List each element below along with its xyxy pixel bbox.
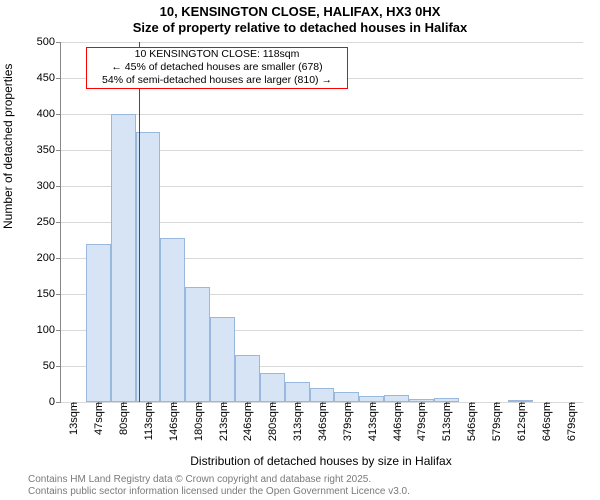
y-tick-label: 150 [37, 288, 61, 300]
x-tick-label: 246sqm [240, 402, 254, 441]
x-tick-label: 313sqm [290, 402, 304, 441]
y-axis-title: Number of detached properties [1, 213, 15, 229]
annotation-line-3: 54% of semi-detached houses are larger (… [87, 74, 347, 87]
x-tick-label: 413sqm [365, 402, 379, 441]
histogram-bar [310, 388, 335, 402]
x-tick-label: 479sqm [414, 402, 428, 441]
x-tick-label: 579sqm [489, 402, 503, 441]
x-tick-label: 47sqm [91, 402, 105, 435]
y-tick-label: 100 [37, 324, 61, 336]
annotation-box: 10 KENSINGTON CLOSE: 118sqm ← 45% of det… [86, 47, 348, 89]
annotation-line-2: ← 45% of detached houses are smaller (67… [87, 61, 347, 74]
x-tick-label: 679sqm [564, 402, 578, 441]
histogram-bar [185, 287, 210, 402]
histogram-bar [111, 114, 136, 402]
x-tick-label: 180sqm [191, 402, 205, 441]
y-tick-label: 50 [43, 360, 61, 372]
x-tick-label: 146sqm [166, 402, 180, 441]
y-tick-label: 250 [37, 216, 61, 228]
histogram-bar [334, 392, 359, 402]
x-tick-label: 346sqm [315, 402, 329, 441]
histogram-bar [210, 317, 235, 402]
histogram-bar [160, 238, 185, 402]
x-tick-label: 280sqm [265, 402, 279, 441]
histogram-bar [86, 244, 111, 402]
x-axis-title: Distribution of detached houses by size … [60, 454, 582, 468]
histogram-bar [285, 382, 310, 402]
y-tick-label: 500 [37, 36, 61, 48]
annotation-line-1: 10 KENSINGTON CLOSE: 118sqm [87, 48, 347, 61]
x-tick-label: 13sqm [66, 402, 80, 435]
x-tick-label: 513sqm [439, 402, 453, 441]
x-tick-label: 546sqm [464, 402, 478, 441]
plot-area: 05010015020025030035040045050013sqm47sqm… [60, 42, 583, 403]
y-tick-label: 300 [37, 180, 61, 192]
chart-title-1: 10, KENSINGTON CLOSE, HALIFAX, HX3 0HX [0, 0, 600, 20]
footer-line-2: Contains public sector information licen… [0, 485, 410, 498]
y-tick-label: 200 [37, 252, 61, 264]
chart-title-2: Size of property relative to detached ho… [0, 20, 600, 36]
x-tick-label: 446sqm [390, 402, 404, 441]
x-tick-label: 113sqm [141, 402, 155, 440]
y-tick-label: 350 [37, 144, 61, 156]
histogram-bar [260, 373, 285, 402]
y-tick-label: 400 [37, 108, 61, 120]
x-tick-label: 612sqm [514, 402, 528, 441]
x-tick-label: 80sqm [116, 402, 130, 435]
reference-line [139, 42, 140, 402]
x-tick-label: 379sqm [340, 402, 354, 441]
histogram-bar [235, 355, 260, 402]
x-tick-label: 213sqm [216, 402, 230, 441]
y-tick-label: 450 [37, 72, 61, 84]
y-tick-label: 0 [49, 396, 61, 408]
histogram-bar [384, 395, 409, 402]
x-tick-label: 646sqm [539, 402, 553, 441]
chart-container: 10, KENSINGTON CLOSE, HALIFAX, HX3 0HX S… [0, 0, 600, 500]
